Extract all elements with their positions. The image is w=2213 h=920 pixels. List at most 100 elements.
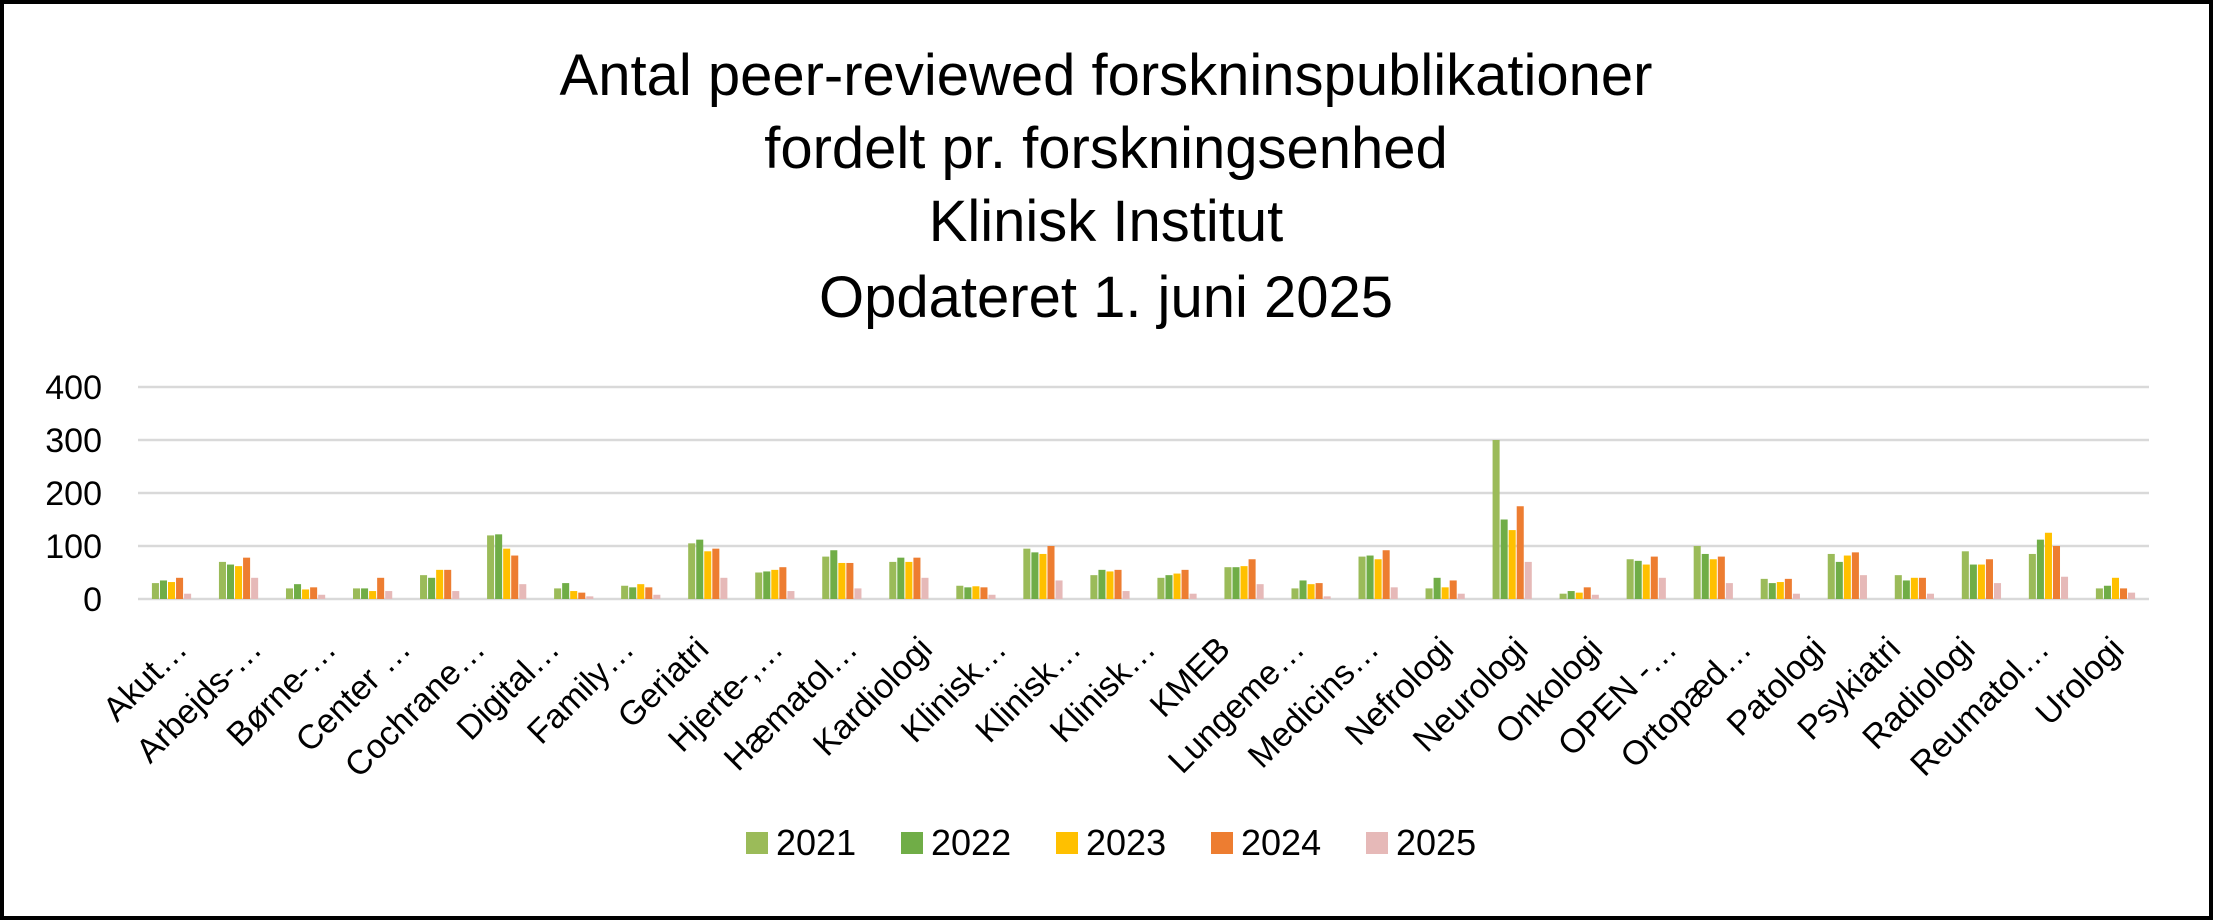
bar-2021 [1961, 551, 1969, 599]
bar-2025 [385, 591, 393, 599]
bar-2021 [1693, 546, 1701, 599]
bar-2022 [763, 571, 771, 599]
chart-title-line-3: Klinisk Institut [929, 189, 1284, 254]
bar-2021 [822, 556, 830, 599]
bar-2022 [1701, 553, 1709, 599]
legend-swatch [901, 832, 923, 854]
bar-2021 [1559, 593, 1567, 599]
bar-2022 [1634, 560, 1642, 599]
legend-item-2021: 2021 [746, 822, 856, 863]
bar-2021 [554, 588, 562, 599]
bar-2022 [1835, 561, 1843, 599]
bar-2023 [1709, 559, 1717, 599]
bar-2024 [1449, 580, 1457, 599]
bar-2023 [1776, 582, 1784, 599]
bar-2025 [1993, 583, 2002, 599]
bar-2022 [1567, 591, 1575, 599]
legend-item-2023: 2023 [1056, 822, 1166, 863]
bar-2021 [285, 588, 294, 599]
bar-2023 [1910, 577, 1918, 599]
bar-2021 [420, 575, 428, 599]
bar-2024 [980, 587, 988, 599]
x-axis: Akut…Arbejds-…Børne-…Center …Cochrane…Di… [96, 630, 2132, 785]
bar-2023 [1575, 592, 1583, 599]
bar-2022 [495, 534, 503, 599]
bar-2023 [1173, 573, 1181, 599]
bar-2021 [1090, 575, 1098, 599]
bar-2021 [755, 572, 763, 599]
bar-2023 [771, 569, 779, 599]
bar-2023 [1374, 559, 1382, 599]
bar-2023 [637, 584, 645, 599]
bar-2021 [2095, 588, 2103, 599]
bar-2021 [218, 561, 226, 599]
bar-2024 [846, 562, 854, 599]
bar-2023 [905, 561, 913, 599]
legend-item-2024: 2024 [1211, 822, 1321, 863]
bar-2023 [972, 586, 980, 599]
bar-2021 [1492, 440, 1500, 599]
bar-2024 [1248, 559, 1256, 599]
bar-2024 [1181, 569, 1189, 599]
bar-2025 [720, 577, 728, 599]
bar-2025 [1591, 594, 1599, 599]
bar-2021 [688, 543, 696, 599]
bar-2022 [964, 587, 972, 599]
y-tick-label: 100 [45, 528, 102, 566]
bar-2023 [302, 589, 310, 599]
bar-2024 [1516, 506, 1524, 599]
bar-2022 [1366, 555, 1374, 599]
legend: 2021 2022 2023 2024 2025 [746, 822, 1476, 863]
y-tick-label: 200 [45, 475, 102, 513]
bar-2025 [1256, 584, 1264, 599]
bar-2023 [168, 582, 176, 599]
bar-2021 [1023, 548, 1031, 599]
bar-2021 [487, 535, 495, 599]
bar-2021 [1425, 588, 1433, 599]
bar-2023 [1977, 564, 1985, 599]
legend-swatch [1366, 832, 1388, 854]
bar-2021 [1626, 559, 1634, 599]
bar-2021 [956, 585, 964, 599]
bar-2024 [1114, 569, 1122, 599]
bar-2025 [1792, 593, 1800, 599]
bar-2025 [1725, 583, 1733, 599]
bar-2023 [436, 569, 444, 599]
bar-2024 [444, 569, 452, 599]
bar-2024 [1918, 577, 1926, 599]
bar-2025 [1859, 575, 1867, 599]
bar-2023 [1843, 555, 1851, 599]
bar-2025 [1055, 580, 1063, 599]
bar-2021 [1157, 577, 1165, 599]
bar-2022 [226, 564, 235, 599]
bar-2024 [1851, 552, 1859, 599]
legend-label: 2023 [1086, 822, 1166, 863]
bar-2022 [1031, 552, 1039, 599]
bar-2024 [1382, 550, 1390, 599]
bar-2022 [830, 550, 838, 599]
bar-2023 [235, 566, 243, 599]
legend-label: 2024 [1241, 822, 1321, 863]
bar-2023 [1307, 584, 1315, 599]
bar-2025 [1658, 577, 1666, 599]
bar-2025 [1122, 591, 1130, 599]
bar-2021 [1224, 567, 1232, 599]
bar-2023 [1039, 553, 1047, 599]
bar-2022 [1433, 577, 1441, 599]
bar-2025 [653, 594, 661, 599]
bar-2023 [1508, 530, 1516, 599]
bar-2022 [294, 584, 302, 599]
bar-2024 [712, 548, 720, 599]
bar-2024 [913, 557, 921, 599]
bar-2024 [243, 557, 251, 599]
bar-2024 [645, 587, 653, 599]
bar-2025 [452, 591, 460, 599]
bar-2025 [519, 584, 527, 599]
bar-2025 [1189, 593, 1197, 599]
bar-2023 [570, 591, 578, 599]
bar-2022 [361, 588, 369, 599]
bar-2024 [2120, 588, 2128, 599]
bar-2024 [578, 592, 586, 599]
bar-2025 [586, 596, 594, 599]
